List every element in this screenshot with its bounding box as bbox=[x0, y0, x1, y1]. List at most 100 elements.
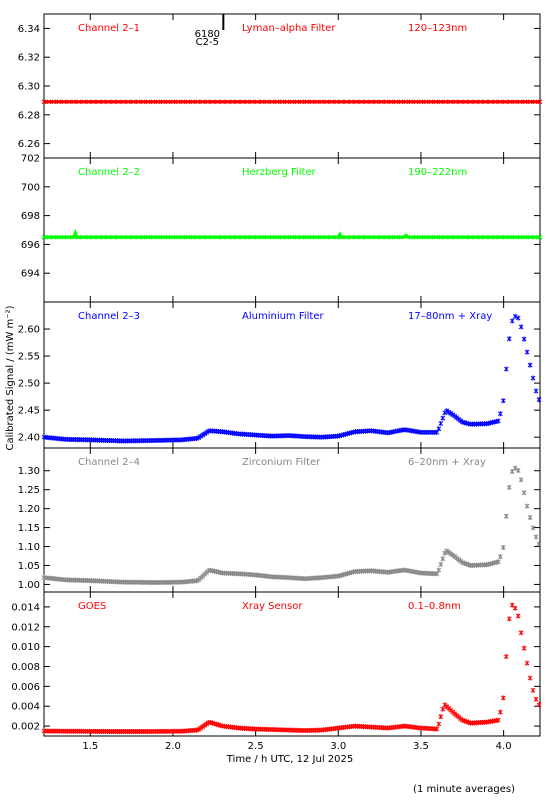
data-point bbox=[71, 234, 77, 240]
data-point bbox=[309, 234, 315, 240]
y-tick-label: 2.40 bbox=[18, 433, 40, 444]
data-point bbox=[383, 99, 389, 105]
panel-frame bbox=[43, 157, 541, 303]
data-point bbox=[448, 234, 454, 240]
data-point bbox=[319, 234, 325, 240]
data-point bbox=[349, 234, 354, 240]
data-point bbox=[96, 234, 101, 240]
data-point bbox=[512, 99, 518, 105]
data-point bbox=[86, 234, 91, 240]
data-point bbox=[532, 99, 538, 105]
data-point bbox=[524, 660, 530, 666]
data-point bbox=[116, 234, 121, 240]
data-point bbox=[518, 477, 524, 483]
panel-band-label: 17–80nm + Xray bbox=[408, 311, 492, 322]
data-point bbox=[235, 99, 240, 105]
data-point bbox=[497, 99, 503, 105]
data-point bbox=[225, 99, 230, 105]
y-tick-label: 1.30 bbox=[18, 466, 40, 477]
data-point bbox=[359, 99, 364, 105]
data-point bbox=[500, 545, 506, 551]
data-point bbox=[536, 541, 542, 547]
data-point bbox=[453, 234, 459, 240]
data-point bbox=[495, 717, 501, 723]
data-point bbox=[413, 99, 419, 105]
data-point bbox=[354, 99, 359, 105]
data-point bbox=[369, 99, 374, 105]
data-point bbox=[512, 313, 518, 319]
data-point bbox=[478, 99, 483, 105]
data-point bbox=[185, 234, 191, 240]
data-point bbox=[180, 234, 186, 240]
data-point bbox=[364, 99, 369, 105]
data-point bbox=[463, 234, 468, 240]
y-tick-label: 6.32 bbox=[18, 53, 40, 64]
data-point bbox=[289, 99, 295, 105]
data-point bbox=[264, 99, 270, 105]
data-point bbox=[502, 99, 508, 105]
data-series bbox=[41, 465, 542, 586]
data-point bbox=[245, 99, 250, 105]
data-point bbox=[235, 234, 240, 240]
data-point bbox=[116, 99, 121, 105]
data-point bbox=[438, 420, 444, 426]
data-point bbox=[533, 534, 539, 540]
data-point bbox=[530, 687, 536, 693]
data-point bbox=[240, 99, 245, 105]
panel-band-label: 0.1–0.8nm bbox=[408, 601, 461, 612]
data-point bbox=[533, 696, 539, 702]
panel-band-label: 6–20nm + Xray bbox=[408, 457, 486, 468]
data-point bbox=[344, 99, 349, 105]
data-point bbox=[334, 99, 339, 105]
data-point bbox=[506, 484, 512, 490]
data-point bbox=[436, 567, 442, 573]
y-tick-label: 1.00 bbox=[18, 580, 40, 591]
panel-1: 6.26 6.28 6.30 6.32 6.34 Channel 2–1 Lyman–alp… bbox=[18, 13, 543, 159]
data-point bbox=[210, 234, 215, 240]
panel-band-label: 190–222nm bbox=[408, 167, 467, 178]
data-point bbox=[418, 99, 424, 105]
y-tick-label: 2.50 bbox=[18, 379, 40, 390]
data-point bbox=[364, 234, 369, 240]
data-point bbox=[524, 349, 530, 355]
data-point bbox=[532, 234, 538, 240]
data-point bbox=[329, 234, 335, 240]
data-point bbox=[339, 234, 344, 240]
y-tick-label: 2.60 bbox=[18, 325, 40, 336]
data-point bbox=[200, 99, 206, 105]
data-point bbox=[240, 234, 245, 240]
data-point bbox=[503, 513, 509, 519]
data-series bbox=[41, 99, 543, 105]
data-point bbox=[378, 234, 384, 240]
data-point bbox=[527, 675, 533, 681]
data-point bbox=[195, 99, 201, 105]
data-point bbox=[495, 418, 501, 424]
panel-5: 0.002 0.004 0.006 0.008 0.010 0.012 0.014 GOES X… bbox=[11, 591, 542, 737]
data-point bbox=[91, 99, 96, 105]
data-point bbox=[537, 234, 543, 240]
data-point bbox=[521, 645, 527, 651]
data-point bbox=[299, 234, 305, 240]
data-point bbox=[289, 234, 295, 240]
data-point bbox=[279, 99, 285, 105]
y-tick-label: 0.006 bbox=[11, 682, 40, 693]
data-point bbox=[155, 234, 161, 240]
data-point bbox=[507, 234, 513, 240]
data-point bbox=[354, 234, 359, 240]
data-point bbox=[438, 561, 444, 567]
data-point bbox=[527, 362, 533, 368]
panel-channel-label: Channel 2–2 bbox=[78, 167, 140, 178]
data-point bbox=[230, 99, 235, 105]
x-axis-title: Time / h UTC, 12 Jul 2025 bbox=[226, 754, 354, 765]
data-point bbox=[502, 234, 508, 240]
data-point bbox=[180, 99, 186, 105]
data-point bbox=[473, 99, 478, 105]
data-point bbox=[438, 714, 444, 720]
data-point bbox=[269, 234, 275, 240]
x-axis: 1.5 2.0 2.5 3.0 3.5 4.0 bbox=[82, 741, 511, 752]
data-point bbox=[495, 559, 501, 565]
data-point bbox=[388, 234, 394, 240]
data-point bbox=[259, 234, 265, 240]
data-point bbox=[140, 234, 146, 240]
panel-frame bbox=[43, 447, 541, 593]
